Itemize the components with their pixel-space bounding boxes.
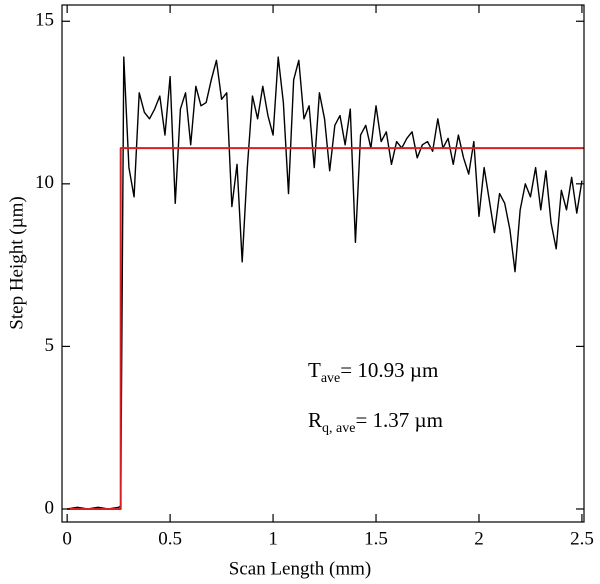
x-tick-label: 1.5 — [364, 528, 388, 549]
y-tick-label: 0 — [45, 497, 55, 518]
annotation-main: R — [308, 408, 322, 432]
annotation-rest: = 1.37 µm — [355, 408, 443, 432]
data-line — [67, 56, 583, 510]
annotation: Rq, ave= 1.37 µm — [308, 408, 443, 436]
annotation-sub: ave — [321, 371, 340, 386]
plot-frame — [61, 4, 585, 523]
y-tick-label: 10 — [35, 172, 54, 193]
annotation: Tave= 10.93 µm — [308, 358, 438, 386]
annotation-rest: = 10.93 µm — [340, 358, 438, 382]
x-tick-label: 0.5 — [158, 528, 182, 549]
x-tick-label: 0 — [62, 528, 72, 549]
x-tick-label: 1 — [268, 528, 278, 549]
annotation-sub: q, ave — [322, 421, 355, 436]
x-tick-label: 2 — [474, 528, 484, 549]
y-tick-label: 5 — [45, 335, 55, 356]
y-axis-label: Step Height (µm) — [6, 196, 27, 329]
x-axis-label: Scan Length (mm) — [229, 558, 371, 579]
y-tick-label: 15 — [35, 10, 54, 31]
data-line — [67, 147, 584, 510]
x-tick-label: 2.5 — [570, 528, 594, 549]
annotation-main: T — [308, 358, 321, 382]
